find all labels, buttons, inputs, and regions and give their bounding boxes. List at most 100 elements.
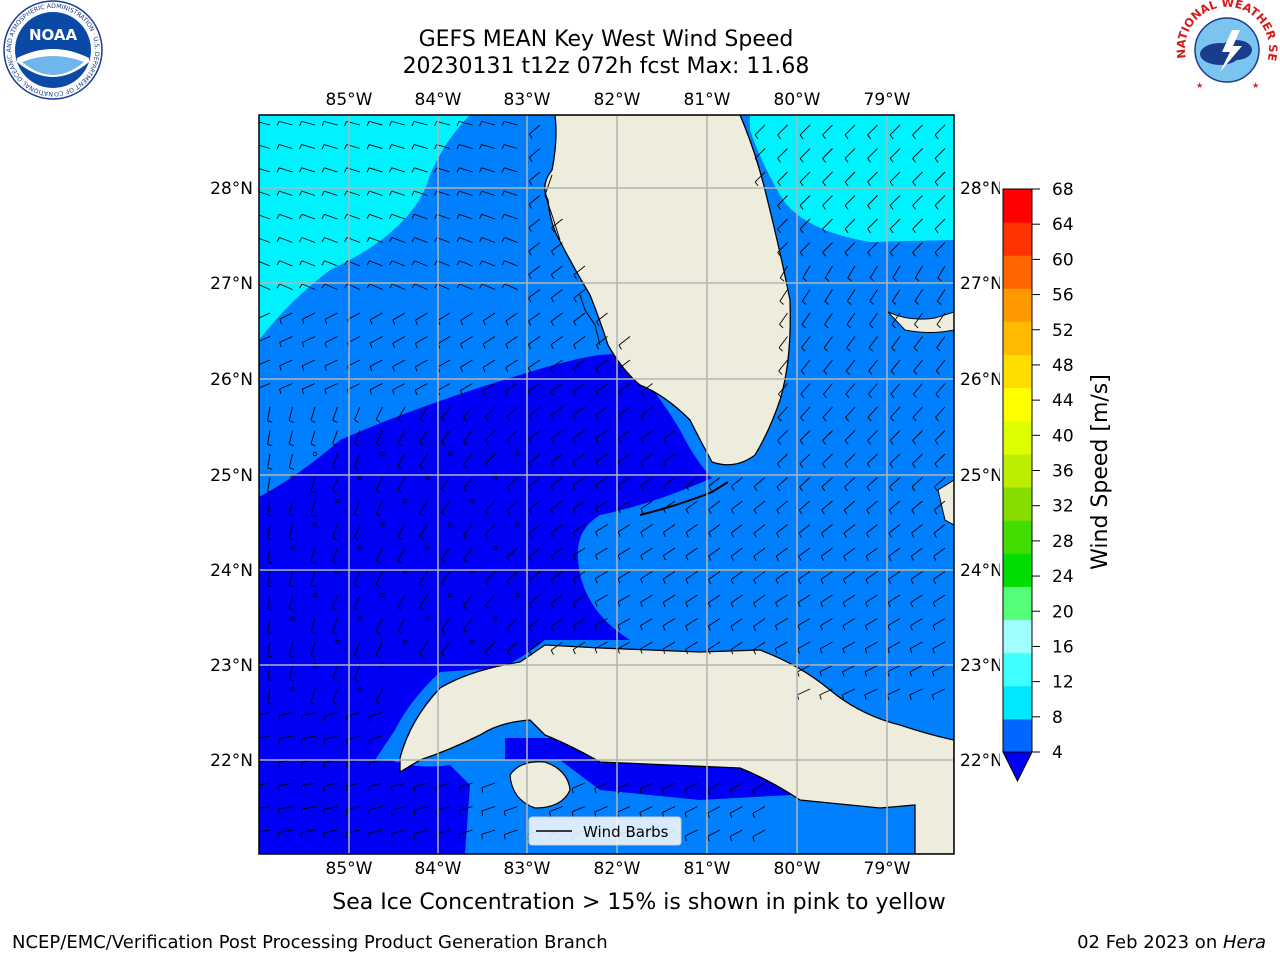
wind-barb-icon [302,383,316,390]
wind-barb-flag [332,560,338,564]
wind-barb-icon [259,168,271,173]
sea-ice-note: Sea Ice Concentration > 15% is shown in … [332,890,946,915]
wind-barb-flag [323,739,325,745]
wind-barb-icon [463,594,473,606]
wind-barb-icon [777,171,788,183]
wind-barb-icon [754,171,766,183]
wind-barb-icon [865,571,878,580]
wind-barb-flag [289,584,295,588]
wind-barb-flag [366,121,370,127]
wind-barb-icon [595,359,608,369]
colorbar-segment [1003,189,1032,223]
wind-barb-flag [254,145,256,150]
wind-barb-flag [753,509,757,515]
colorbar-segment [1003,222,1032,256]
wind-barb-flag [820,602,824,608]
wind-barb-icon [506,571,518,582]
wind-barb-flag [889,205,894,210]
wind-barb-flag [321,190,325,196]
wind-barb-flag [397,606,403,611]
wind-barb-icon [503,144,518,149]
wind-barb-flag [299,237,303,243]
wind-barb-flag [310,631,316,635]
wind-barb-icon [482,383,496,392]
wind-barb-icon [419,453,428,466]
land-cuba [399,644,954,854]
wind-barb-flag [662,648,666,654]
wind-barb-icon [821,477,833,488]
lat-label-left: 22°N [210,751,253,771]
wind-barb-icon [887,688,901,696]
wind-barb-icon [888,547,901,557]
calm-barb-icon [425,616,430,621]
wind-barb-flag [888,509,893,515]
wind-barb-icon [551,242,563,252]
wind-barb-icon [484,571,496,582]
wind-barb-flag [369,342,373,348]
wind-barb-flag [463,417,468,422]
wind-barb-icon [419,430,428,443]
wind-barb-icon [888,500,901,511]
wind-barb-flag [708,555,712,561]
colorbar-segment [1003,487,1032,521]
wind-barb-flag [797,602,801,608]
wind-barb-flag [778,347,783,352]
wind-barb-icon [707,782,721,791]
wind-barb-flag [662,555,666,561]
calm-barb-icon [402,639,408,645]
wind-barb-flag [484,416,489,422]
wind-barb-icon [301,782,316,787]
calm-barb-icon [357,686,363,692]
wind-barb-icon [278,782,293,787]
wind-barb-legend: Wind Barbs [528,816,682,846]
wind-barb-flag [640,438,644,444]
wind-barb-flag [354,583,359,588]
wind-barb-icon [413,782,428,788]
wind-barb-icon [822,430,833,441]
wind-barb-flag [932,671,935,677]
wind-barb-flag [441,441,446,446]
wind-barb-icon [459,260,473,267]
wind-barb-flag [267,584,273,588]
wind-barb-icon [595,453,608,463]
wind-barb-icon [458,120,473,126]
wind-barb-icon [459,237,473,243]
wind-barb-flag [460,367,463,373]
wind-barb-icon [504,167,518,173]
wind-barb-icon [685,571,698,580]
wind-barb-icon [550,524,563,534]
wind-barb-icon [618,430,631,439]
wind-barb-icon [551,265,563,275]
wind-barb-icon [777,124,788,136]
wind-barb-flag [753,602,757,608]
wind-barb-icon [595,406,608,416]
wind-barb-flag [479,167,483,173]
wind-barb-icon [868,383,878,395]
wind-barb-flag [867,158,871,163]
wind-barb-flag [479,214,483,219]
wind-barb-flag [456,144,460,150]
wind-barb-flag [484,463,489,469]
wind-barb-flag [912,205,916,210]
wind-barb-icon [441,477,451,489]
wind-barb-flag [458,787,461,793]
lon-label-bottom: 80°W [774,859,821,879]
wind-barb-icon [822,171,833,183]
wind-barb-icon [935,359,946,372]
wind-barb-flag [798,556,802,561]
wind-barb-flag [332,607,338,611]
wind-barb-icon [867,242,878,253]
lon-label-bottom: 79°W [864,859,911,879]
wind-barb-flag [310,419,316,423]
wind-barb-flag [528,533,533,538]
wind-barb-icon [777,406,788,418]
calm-barb-icon [447,592,453,598]
wind-barb-flag [595,368,600,373]
wind-barb-icon [267,477,271,492]
wind-barb-icon [551,218,563,229]
wind-barb-icon [528,336,541,345]
colorbar-segment [1003,553,1032,587]
wind-barb-icon [506,641,518,652]
wind-barb-flag [276,190,280,196]
wind-barb-flag [640,578,644,584]
